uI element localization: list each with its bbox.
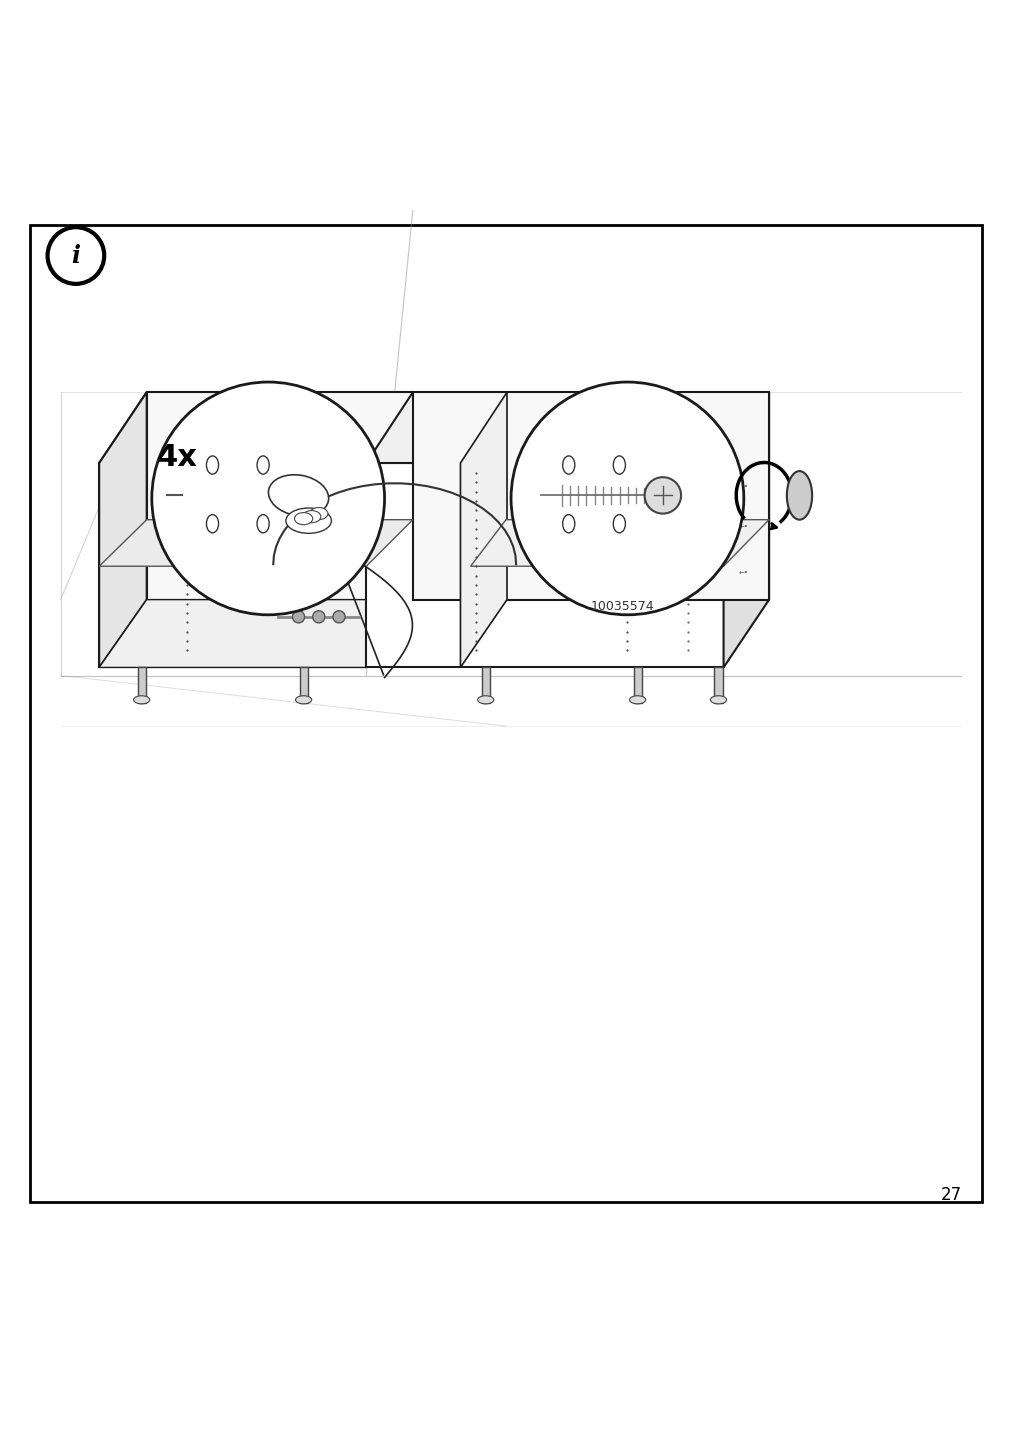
Ellipse shape [477, 696, 493, 705]
Text: 27: 27 [940, 1186, 960, 1204]
Ellipse shape [613, 455, 625, 474]
Polygon shape [366, 392, 768, 463]
Polygon shape [99, 600, 412, 667]
Circle shape [312, 543, 325, 556]
Ellipse shape [562, 455, 574, 474]
Polygon shape [99, 520, 412, 566]
Circle shape [644, 477, 680, 514]
Text: ←•: ←• [738, 484, 748, 490]
Text: ←•: ←• [738, 570, 748, 576]
Polygon shape [99, 392, 412, 463]
Ellipse shape [257, 514, 269, 533]
Circle shape [333, 543, 345, 556]
Polygon shape [147, 392, 412, 600]
Ellipse shape [613, 514, 625, 533]
Bar [481, 667, 489, 703]
Bar [714, 667, 722, 703]
Polygon shape [723, 392, 768, 667]
Ellipse shape [295, 696, 311, 705]
Bar [633, 667, 641, 703]
Ellipse shape [206, 514, 218, 533]
Ellipse shape [285, 508, 331, 533]
Ellipse shape [257, 455, 269, 474]
Ellipse shape [294, 513, 312, 524]
Ellipse shape [206, 455, 218, 474]
Ellipse shape [787, 471, 811, 520]
Ellipse shape [309, 507, 328, 520]
Polygon shape [470, 520, 768, 566]
Circle shape [333, 611, 345, 623]
FancyBboxPatch shape [30, 225, 981, 1201]
Circle shape [511, 382, 743, 614]
Ellipse shape [133, 696, 150, 705]
Polygon shape [412, 392, 768, 600]
Ellipse shape [268, 475, 329, 516]
Ellipse shape [562, 514, 574, 533]
Text: 10035574: 10035574 [590, 600, 653, 613]
Circle shape [312, 611, 325, 623]
Circle shape [292, 543, 304, 556]
Text: i: i [72, 243, 80, 268]
Circle shape [152, 382, 384, 614]
Ellipse shape [710, 696, 726, 705]
Polygon shape [460, 392, 507, 667]
Text: ←•: ←• [738, 524, 748, 530]
Polygon shape [99, 463, 366, 667]
Circle shape [48, 228, 104, 284]
Polygon shape [366, 463, 723, 667]
Circle shape [292, 611, 304, 623]
Ellipse shape [302, 511, 320, 523]
Bar [299, 667, 307, 703]
Bar [137, 667, 146, 703]
Text: 4x: 4x [157, 444, 197, 473]
Ellipse shape [629, 696, 645, 705]
Polygon shape [99, 392, 147, 667]
